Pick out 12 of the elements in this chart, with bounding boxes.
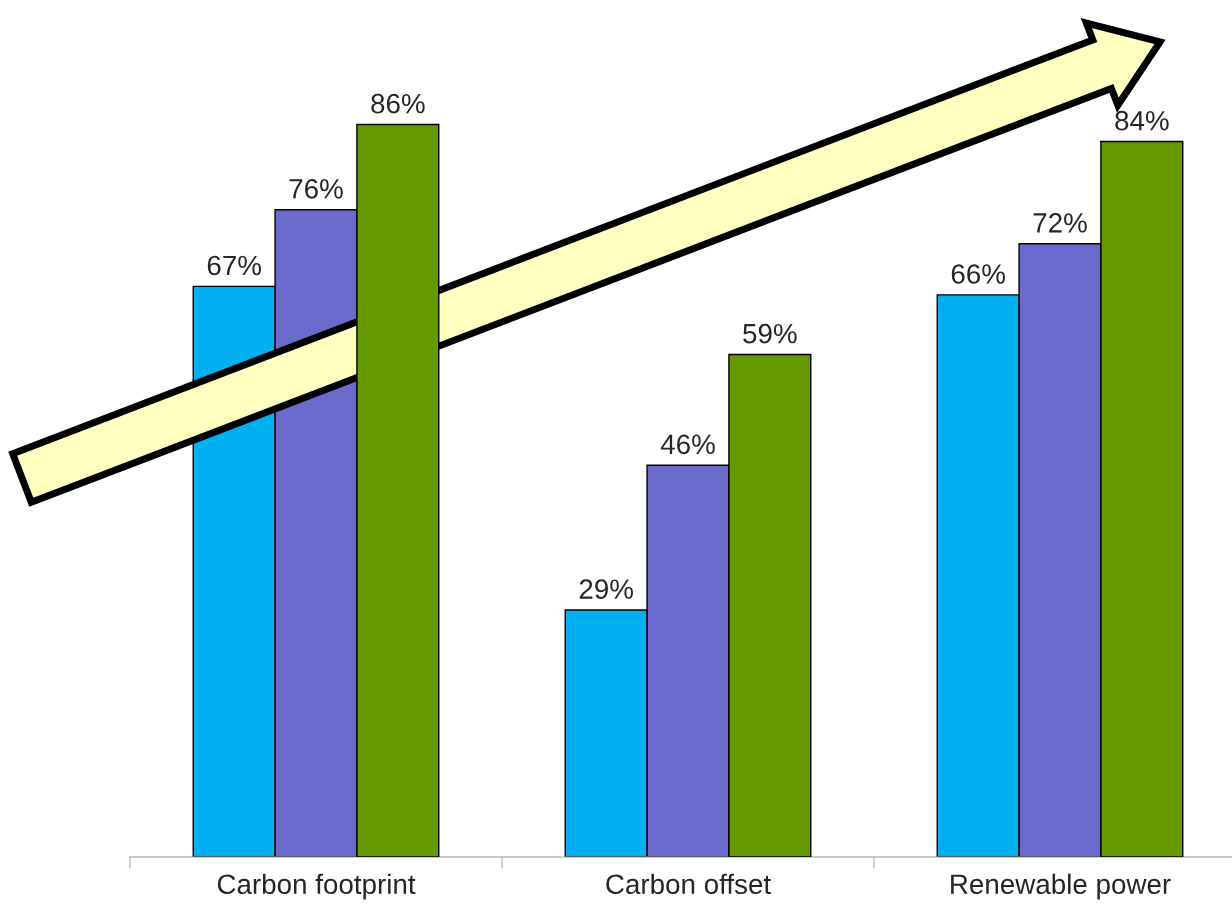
x-tick-label: Carbon footprint: [217, 873, 416, 900]
data-label: 29%: [579, 579, 633, 599]
data-label: 84%: [1115, 110, 1169, 131]
data-label: 67%: [207, 255, 261, 276]
data-label: 86%: [371, 93, 425, 114]
x-tick-label: Carbon offset: [606, 873, 771, 895]
data-label: 59%: [743, 323, 797, 344]
data-label: 46%: [660, 434, 715, 455]
x-tick-label: Renewable power: [951, 873, 1171, 900]
data-label: 72%: [1033, 213, 1087, 233]
data-label: 76%: [289, 178, 343, 199]
data-label: 66%: [951, 264, 1005, 284]
